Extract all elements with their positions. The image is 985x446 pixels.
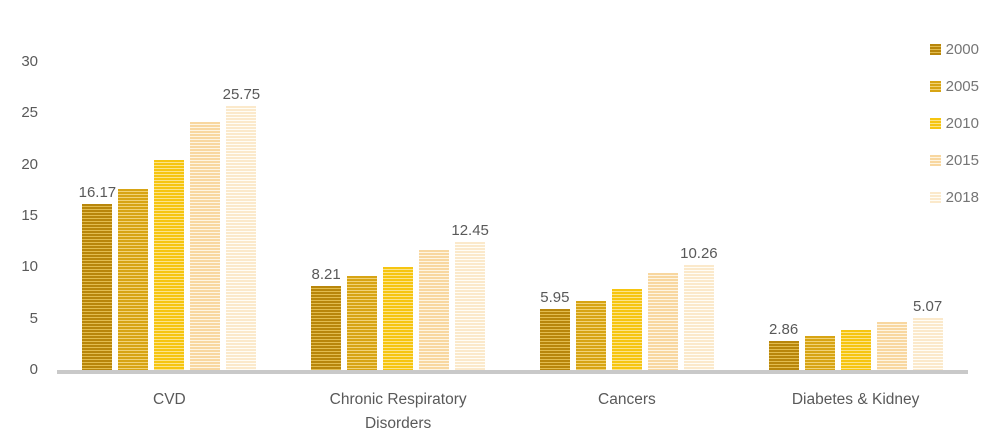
legend: 2000 2005 2010 2015 2018	[929, 40, 979, 225]
bar-value-label: 5.95	[540, 289, 570, 306]
y-tick-label: 30	[21, 53, 38, 70]
legend-swatch-icon	[929, 80, 941, 92]
bar-2015-chronic-respiratory-disorders[interactable]	[419, 250, 450, 370]
x-axis-label-cancers: Cancers	[513, 388, 742, 436]
legend-swatch-icon	[929, 43, 941, 55]
bar-2018-diabetes-kidney[interactable]: 5.07	[912, 298, 943, 370]
bar-2018-cancers[interactable]: 10.26	[680, 245, 718, 370]
bar-value-label: 8.21	[311, 266, 341, 283]
y-tick-label: 10	[21, 258, 38, 276]
x-axis-line	[57, 370, 968, 374]
bar-2010-diabetes-kidney[interactable]	[840, 330, 871, 370]
legend-item-2010[interactable]: 2010	[929, 114, 979, 132]
bar-value-label: 2.86	[769, 321, 799, 338]
legend-item-2015[interactable]: 2015	[929, 151, 979, 169]
bar-2015-diabetes-kidney[interactable]	[876, 322, 907, 370]
bar-2005-diabetes-kidney[interactable]	[804, 336, 835, 370]
legend-label: 2018	[945, 188, 979, 206]
bar-value-label: 12.45	[451, 222, 489, 239]
bar-2015-cancers[interactable]	[647, 273, 678, 370]
bar-value-label: 10.26	[680, 245, 718, 262]
bar-2005-chronic-respiratory-disorders[interactable]	[347, 276, 378, 370]
bar-2018-cvd[interactable]: 25.75	[223, 86, 260, 370]
legend-item-2018[interactable]: 2018	[929, 188, 979, 206]
legend-label: 2015	[945, 151, 979, 169]
legend-swatch-icon	[929, 191, 941, 203]
bar-2000-cancers[interactable]: 5.95	[539, 289, 570, 370]
bar-group-chronic-respiratory-disorders: 8.21 12.45	[284, 0, 513, 370]
bar-2000-diabetes-kidney[interactable]: 2.86	[768, 321, 799, 370]
bar-2015-cvd[interactable]	[190, 122, 221, 370]
bar-2005-cancers[interactable]	[575, 301, 606, 370]
x-axis-label-diabetes-kidney: Diabetes & Kidney	[741, 388, 970, 436]
y-tick-label: 5	[29, 309, 38, 327]
bar-2010-chronic-respiratory-disorders[interactable]	[383, 267, 414, 370]
bar-value-label: 25.75	[222, 86, 261, 103]
bar-2010-cancers[interactable]	[611, 289, 642, 370]
bar-group-diabetes-kidney: 2.86 5.07	[741, 0, 970, 370]
y-tick-label: 25	[21, 104, 38, 122]
legend-swatch-icon	[929, 117, 941, 129]
x-axis-labels: CVD Chronic Respiratory Disorders Cancers D…	[55, 388, 970, 436]
x-axis-label-text: Diabetes & Kidney	[791, 391, 920, 408]
bar-2000-chronic-respiratory-disorders[interactable]: 8.21	[311, 266, 342, 370]
legend-item-2000[interactable]: 2000	[929, 40, 979, 58]
bar-value-label: 16.17	[78, 184, 117, 201]
bar-group-cancers: 5.95 10.26	[513, 0, 742, 370]
y-tick-label: 20	[21, 155, 38, 173]
bar-2018-chronic-respiratory-disorders[interactable]: 12.45	[451, 222, 489, 370]
bar-2005-cvd[interactable]	[118, 189, 149, 370]
legend-label: 2000	[945, 40, 979, 58]
bar-group-cvd: 16.17 25.75	[55, 0, 284, 370]
x-axis-label-cvd: CVD	[55, 388, 284, 436]
bar-2000-cvd[interactable]: 16.17	[79, 184, 116, 370]
x-axis-label-text: Chronic Respiratory Disorders	[329, 391, 467, 432]
legend-item-2005[interactable]: 2005	[929, 77, 979, 95]
x-axis-label-text: CVD	[153, 391, 186, 408]
plot-area: 16.17 25.75 8.21 12.45 5.95 10.26 2.86 5.07	[55, 0, 970, 370]
bar-2010-cvd[interactable]	[154, 160, 185, 370]
y-tick-label: 0	[29, 361, 38, 378]
y-tick-label: 15	[21, 207, 38, 224]
x-axis-label-text: Cancers	[598, 391, 656, 408]
x-axis-label-chronic-respiratory-disorders: Chronic Respiratory Disorders	[284, 388, 513, 436]
legend-swatch-icon	[929, 154, 941, 166]
bar-value-label: 5.07	[913, 298, 943, 315]
legend-label: 2005	[945, 77, 979, 95]
legend-label: 2010	[945, 114, 979, 132]
